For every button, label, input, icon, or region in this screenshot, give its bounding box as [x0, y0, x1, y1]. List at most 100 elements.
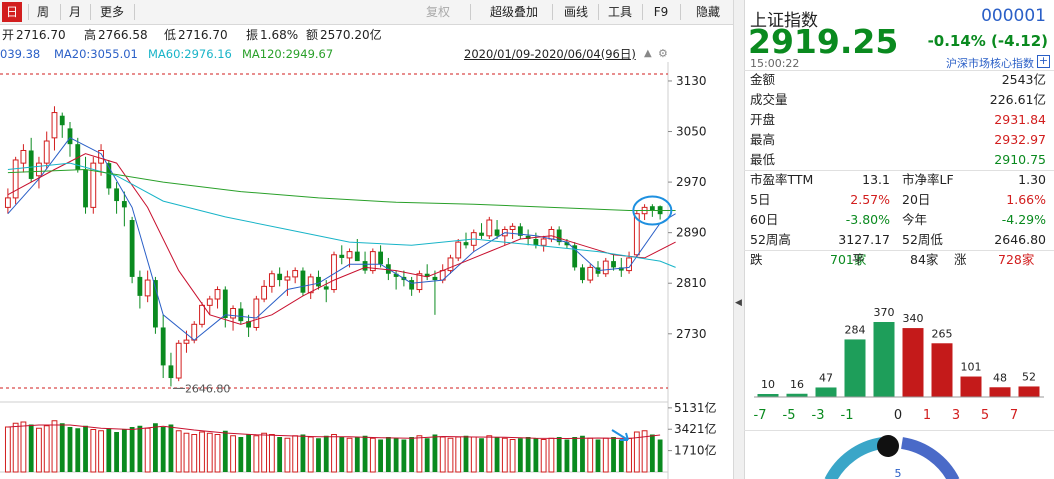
range-dropdown-icon[interactable]: ▲ [644, 48, 652, 59]
volume-bar [657, 439, 663, 472]
amplitude-value: 1.68% [260, 28, 299, 42]
volume-bar [43, 425, 50, 473]
toolbar-button-1[interactable]: 周 [36, 5, 49, 19]
distribution-x-label: -7 [754, 408, 767, 423]
candle-body [300, 270, 306, 293]
toolbar-button-9[interactable]: 隐藏 [695, 5, 720, 19]
stats-row: 市盈率TTM 13.1 市净率LF 1.30 [744, 170, 1054, 190]
panel-divider[interactable] [733, 0, 745, 479]
ma20-value: MA20:3055.01 [54, 47, 138, 61]
low-label: 低 [164, 28, 177, 42]
volume-bar [455, 436, 462, 473]
candle-body [580, 267, 585, 281]
core-index-link[interactable]: 沪深市场核心指数 [946, 57, 1034, 70]
distribution-x-label: 0 [894, 408, 902, 423]
volume-bar [307, 436, 314, 473]
volume-bar [238, 437, 244, 472]
quote-row: 成交量 226.61亿 [744, 90, 1050, 110]
toolbar-button-8[interactable]: F9 [653, 5, 669, 19]
candle-body [611, 261, 616, 268]
quote-row: 最低 2910.75 [744, 150, 1050, 170]
stats-cell: 20日 [902, 192, 931, 207]
candle-body [114, 188, 119, 202]
volume-bar [90, 429, 97, 473]
down-label: 跌 [750, 252, 763, 267]
volume-bar [369, 437, 376, 473]
candle-body [20, 149, 27, 164]
distribution-x-label: 1 [923, 408, 931, 423]
settings-gear-icon[interactable]: ⚙ [658, 47, 668, 60]
candle-body [214, 289, 221, 300]
candle-body [346, 251, 353, 259]
candle-body [572, 245, 578, 268]
volume-bar [153, 423, 158, 472]
stats-cell: -3.80% [845, 212, 890, 227]
kline-chart[interactable]: 3130 3050 2970 2890 2810 2730 2646.80 5131亿 3421… [0, 62, 733, 479]
candle-body [378, 251, 383, 265]
candle-body [183, 339, 190, 344]
candle-body [230, 308, 236, 319]
flat-count: 84家 [910, 252, 939, 267]
volume-bar [323, 435, 329, 472]
volume-bar [36, 427, 42, 473]
ohlc-info-row: 开 2716.70 高 2766.58 低 2716.70 振 1.68% 额 … [0, 25, 733, 45]
volume-bar [222, 430, 228, 472]
candle-body [369, 251, 376, 272]
volume-bar [51, 420, 58, 473]
quote-row-label: 开盘 [750, 112, 776, 127]
stats-cell: 52周低 [902, 232, 943, 247]
volume-bar [316, 438, 321, 472]
toolbar-button-2[interactable]: 月 [68, 5, 81, 19]
distribution-bar [902, 328, 924, 397]
volume-bar [409, 437, 415, 472]
volume-bar [649, 434, 655, 472]
candle-body [602, 260, 609, 275]
volume-bar [611, 437, 616, 472]
gauge-value-label: 5 [895, 467, 902, 479]
candle-body [199, 304, 205, 325]
volume-bar [339, 437, 345, 472]
toolbar-button-4: 复权 [425, 5, 450, 19]
high-value: 2766.58 [98, 28, 148, 42]
candle-body [191, 323, 198, 341]
volume-bar [300, 434, 306, 472]
quote-time: 15:00:22 [750, 57, 800, 70]
ma20-line [7, 153, 676, 325]
gauge-arc-right [900, 437, 960, 479]
open-value: 2716.70 [16, 28, 66, 42]
date-range[interactable]: 2020/01/09-2020/06/04(96日) [464, 47, 636, 61]
candle-body [618, 267, 624, 271]
toolbar-button-0[interactable]: 日 [2, 2, 22, 22]
volume-bar [191, 434, 198, 473]
separator [744, 170, 1054, 171]
volume-bar [580, 435, 585, 472]
toolbar-button-6[interactable]: 画线 [563, 5, 588, 19]
candle-body [494, 229, 500, 236]
volume-bar [548, 437, 555, 473]
volume-bar [385, 437, 391, 472]
trend-arrow-icon [611, 429, 629, 441]
distribution-x-label: -1 [841, 408, 854, 423]
toolbar-button-5[interactable]: 超级叠加 [489, 5, 538, 19]
candle-body [486, 219, 493, 237]
volume-bar [633, 431, 640, 473]
stats-cell: 2.57% [850, 192, 890, 207]
add-plus-icon[interactable]: + [1037, 54, 1050, 68]
volume-tick-label: 5131亿 [674, 400, 717, 415]
volume-bar [214, 434, 221, 473]
open-label: 开 [2, 28, 15, 42]
amplitude-label: 振 [246, 28, 259, 42]
distribution-bar-label: 265 [932, 327, 953, 340]
ma120-line [7, 168, 676, 211]
toolbar-separator [680, 4, 681, 20]
toolbar-button-3[interactable]: 更多 [99, 5, 124, 19]
candle-body [268, 273, 275, 287]
stats-cell: 60日 [750, 212, 779, 227]
candle-body [51, 112, 58, 139]
stats-cell: 今年 [902, 212, 928, 227]
last-price: 2919.25 [748, 22, 899, 61]
candle-body [556, 229, 562, 243]
toolbar-button-7[interactable]: 工具 [607, 5, 632, 19]
volume-bar [393, 438, 399, 472]
collapse-arrow-icon[interactable]: ◀ [735, 298, 742, 308]
